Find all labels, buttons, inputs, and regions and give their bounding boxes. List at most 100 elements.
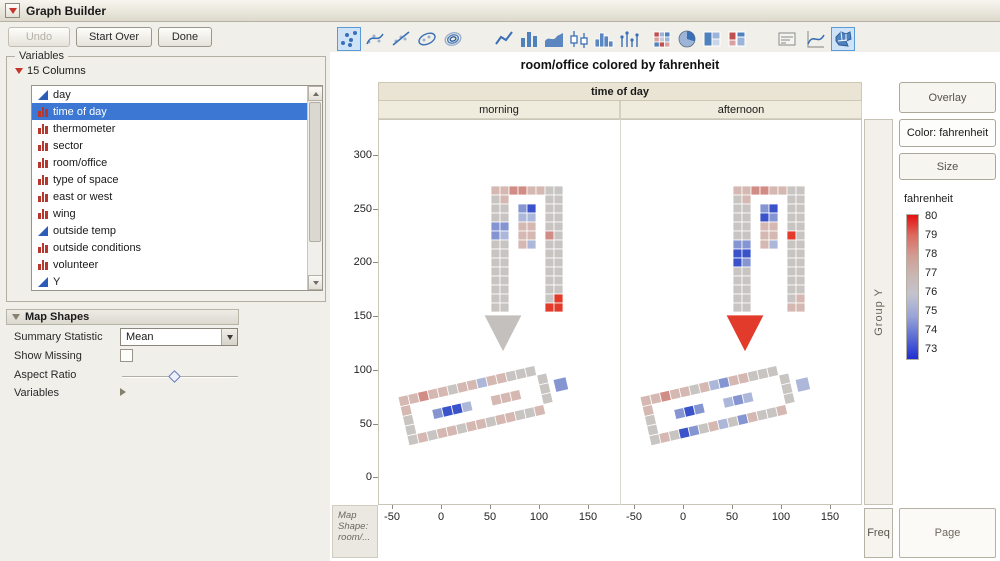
legend-gradient[interactable] bbox=[906, 214, 919, 360]
variable-item-volunteer[interactable]: volunteer bbox=[32, 256, 308, 273]
smoother-icon[interactable] bbox=[363, 27, 387, 51]
overlay-zone[interactable]: Overlay bbox=[899, 82, 996, 113]
y-tick-label: 100 bbox=[353, 363, 372, 376]
nominal-column-icon bbox=[37, 259, 48, 270]
summary-statistic-dropdown[interactable]: Mean bbox=[120, 328, 238, 346]
x-tick-label: 50 bbox=[483, 511, 497, 523]
pie-chart-icon[interactable] bbox=[675, 27, 699, 51]
variable-item-label: sector bbox=[53, 139, 83, 152]
points-icon[interactable] bbox=[337, 27, 361, 51]
map-shape-zone[interactable]: Map Shape: room/... bbox=[332, 505, 378, 558]
color-zone-label: Color: fahrenheit bbox=[906, 127, 989, 139]
nominal-column-icon bbox=[37, 106, 48, 117]
ellipse-icon[interactable] bbox=[415, 27, 439, 51]
variables-disclosure-icon[interactable] bbox=[120, 388, 126, 396]
scrollbar-thumb[interactable] bbox=[309, 102, 321, 242]
line-of-fit-icon[interactable] bbox=[389, 27, 413, 51]
dropdown-arrow-icon[interactable] bbox=[221, 329, 237, 345]
continuous-column-icon bbox=[37, 89, 48, 100]
summary-statistic-value: Mean bbox=[126, 331, 154, 343]
scroll-down-icon[interactable] bbox=[308, 275, 322, 290]
size-zone[interactable]: Size bbox=[899, 153, 996, 180]
formula-icon[interactable] bbox=[803, 27, 827, 51]
line-chart-icon[interactable] bbox=[492, 27, 516, 51]
variable-item-thermometer[interactable]: thermometer bbox=[32, 120, 308, 137]
variable-item-label: thermometer bbox=[53, 122, 116, 135]
variable-item-y[interactable]: Y bbox=[32, 273, 308, 290]
map-shapes-icon[interactable] bbox=[831, 27, 855, 51]
nominal-column-icon bbox=[37, 123, 48, 134]
variable-item-day[interactable]: day bbox=[32, 86, 308, 103]
legend-value: 73 bbox=[925, 343, 938, 355]
undo-button[interactable]: Undo bbox=[8, 27, 70, 47]
continuous-column-icon bbox=[37, 276, 48, 287]
freq-label: Freq bbox=[867, 527, 890, 539]
panel-header-morning[interactable]: morning bbox=[378, 101, 620, 119]
map-shapes-header[interactable]: Map Shapes bbox=[6, 309, 239, 325]
window-titlebar: Graph Builder bbox=[0, 0, 1000, 22]
variable-item-label: type of space bbox=[53, 173, 119, 186]
x-tick-label: 100 bbox=[529, 511, 549, 523]
variables-rows: day time of day thermometer sector room/offi… bbox=[32, 86, 308, 290]
variable-item-label: room/office bbox=[53, 156, 108, 169]
variable-item-outside-conditions[interactable]: outside conditions bbox=[32, 239, 308, 256]
map-panel-morning[interactable] bbox=[378, 119, 620, 505]
summary-statistic-label: Summary Statistic bbox=[14, 331, 103, 343]
caption-box-icon[interactable] bbox=[775, 27, 799, 51]
page-zone[interactable]: Page bbox=[899, 508, 996, 558]
aspect-ratio-slider[interactable] bbox=[122, 370, 238, 383]
x-tick-mark bbox=[490, 505, 491, 509]
variable-item-wing[interactable]: wing bbox=[32, 205, 308, 222]
y-tick-label: 300 bbox=[353, 149, 372, 161]
variable-item-type-of-space[interactable]: type of space bbox=[32, 171, 308, 188]
heatmap-icon[interactable] bbox=[650, 27, 674, 51]
group-y-label: Group Y bbox=[872, 288, 885, 336]
variables-scrollbar[interactable] bbox=[307, 86, 322, 290]
start-over-button[interactable]: Start Over bbox=[76, 27, 152, 47]
variable-item-room-office[interactable]: room/office bbox=[32, 154, 308, 171]
x-tick-label: 100 bbox=[771, 511, 791, 523]
area-chart-icon[interactable] bbox=[542, 27, 566, 51]
bar-chart-icon[interactable] bbox=[517, 27, 541, 51]
group-y-zone[interactable]: Group Y bbox=[864, 119, 893, 505]
overlay-label: Overlay bbox=[928, 91, 967, 104]
x-tick-label: 150 bbox=[578, 511, 598, 523]
histogram-icon[interactable] bbox=[592, 27, 616, 51]
variable-item-time-of-day[interactable]: time of day bbox=[32, 103, 308, 120]
group-x-header[interactable]: time of day bbox=[378, 82, 862, 101]
y-tick-label: 250 bbox=[353, 202, 372, 215]
contour-icon[interactable] bbox=[441, 27, 465, 51]
red-triangle-menu-icon[interactable] bbox=[5, 3, 20, 18]
y-tick-label: 0 bbox=[365, 471, 372, 484]
panel-header-afternoon[interactable]: afternoon bbox=[620, 101, 862, 119]
box-plot-icon[interactable] bbox=[567, 27, 591, 51]
columns-count-label: 15 Columns bbox=[27, 65, 86, 77]
legend-title: fahrenheit bbox=[904, 193, 953, 205]
legend-value: 79 bbox=[925, 229, 938, 241]
treemap-icon[interactable] bbox=[700, 27, 724, 51]
variables-panel: Variables 15 Columns day time of day therm… bbox=[6, 50, 326, 302]
panel-divider bbox=[620, 119, 621, 505]
freq-zone[interactable]: Freq bbox=[864, 508, 893, 558]
nominal-column-icon bbox=[37, 208, 48, 219]
needle-chart-icon[interactable] bbox=[617, 27, 641, 51]
done-button[interactable]: Done bbox=[158, 27, 212, 47]
variable-item-outside-temp[interactable]: outside temp bbox=[32, 222, 308, 239]
show-missing-checkbox[interactable] bbox=[120, 349, 133, 362]
map-panel-afternoon[interactable] bbox=[620, 119, 862, 505]
variable-item-east-or-west[interactable]: east or west bbox=[32, 188, 308, 205]
mosaic-icon[interactable] bbox=[725, 27, 749, 51]
color-zone[interactable]: Color: fahrenheit bbox=[899, 119, 996, 147]
show-missing-label: Show Missing bbox=[14, 350, 82, 362]
scroll-up-icon[interactable] bbox=[308, 86, 322, 101]
y-tick-mark bbox=[373, 316, 378, 318]
x-tick-mark bbox=[539, 505, 540, 509]
slider-thumb-icon[interactable] bbox=[168, 370, 181, 383]
variable-item-sector[interactable]: sector bbox=[32, 137, 308, 154]
variables-list: day time of day thermometer sector room/offi… bbox=[31, 85, 323, 291]
y-tick-mark bbox=[373, 155, 378, 156]
variable-item-label: volunteer bbox=[53, 258, 99, 271]
disclosure-open-icon[interactable] bbox=[12, 314, 20, 320]
columns-red-triangle-icon[interactable] bbox=[15, 68, 23, 74]
